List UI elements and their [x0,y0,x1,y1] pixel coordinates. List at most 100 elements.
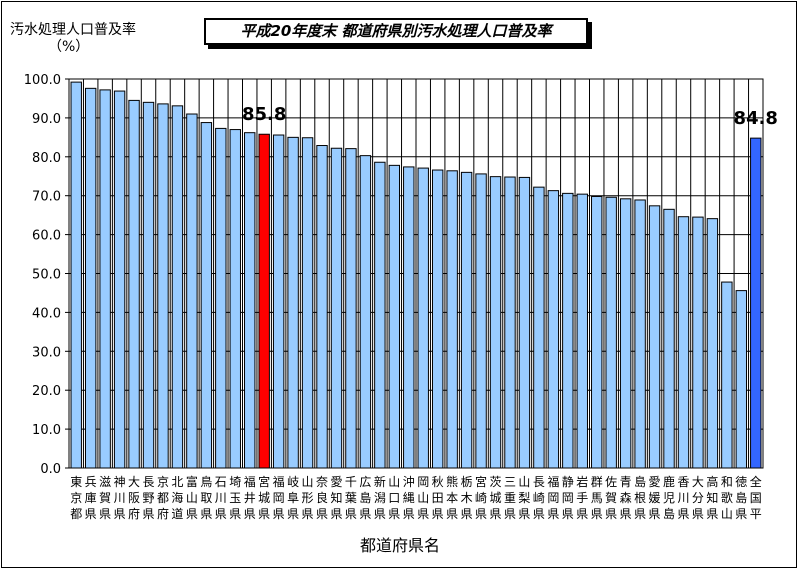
x-tick-label: 三重県 [504,475,516,521]
bar-長崎県 [533,186,545,469]
x-tick-label: 京都府 [157,475,169,521]
x-tick-label: 埼玉県 [229,475,241,521]
bar-全国平均 [750,137,762,469]
bar-千葉県 [345,148,357,469]
x-tick-label: 沖縄県 [403,475,415,521]
x-tick-label: 山形県 [302,475,314,521]
x-tick-label: 兵庫県 [85,475,97,521]
bar-高知県 [706,218,719,469]
bar-滋賀県 [99,89,111,469]
bar-東京都 [70,81,82,469]
y-axis-title: 汚水処理人口普及率 [10,22,136,38]
x-tick-label: 新潟県 [374,474,386,521]
y-tick-label: 20.0 [32,384,61,399]
bar-香川県 [677,216,690,469]
x-tick-label: 茨城県 [490,475,502,521]
x-tick-label: 宮崎県 [475,474,487,521]
x-tick-label: 奈良県 [316,475,328,521]
y-tick-label: 80.0 [32,151,61,166]
x-tick-label: 全国平 [750,474,762,521]
x-tick-label: 岐阜県 [287,475,299,521]
data-label-全国平均: 84.8 [734,108,778,129]
bar-広島県 [359,155,372,469]
bar-静岡県 [562,192,574,469]
x-tick-label: 石川県 [215,475,227,521]
x-tick-label: 大分県 [692,475,704,521]
y-tick-label: 100.0 [24,73,61,88]
y-axis-label: 汚水処理人口普及率 （%） [10,22,136,56]
x-tick-label: 香川県 [677,475,689,521]
bar-和歌山県 [721,281,733,469]
x-tick-label: 青森県 [620,475,632,521]
bar-福井県 [244,132,256,469]
bar-愛媛県 [648,205,661,469]
x-tick-label: 長崎県 [533,475,545,521]
x-tick-label: 山梨県 [518,475,530,521]
x-tick-label: 東京都 [70,475,82,521]
x-tick-label: 富山県 [186,474,198,521]
x-tick-label: 岩手県 [576,474,588,521]
bar-宮崎県 [475,173,487,469]
x-tick-label: 山口県 [388,475,400,521]
bar-福島県 [547,190,560,469]
bar-佐賀県 [605,196,617,469]
bar-富山県 [186,113,198,469]
y-tick-label: 90.0 [32,112,61,127]
data-label-宮城県: 85.8 [242,104,286,125]
bar-岐阜県 [287,136,299,469]
chart-title: 平成20年度末 都道府県別汚水処理人口普及率 [204,18,588,45]
bar-沖縄県 [403,166,415,469]
bar-京都府 [157,103,169,469]
bar-茨城県 [489,176,502,469]
y-tick-label: 30.0 [32,345,61,360]
y-tick-label: 0.0 [40,462,61,477]
bar-島根県 [634,199,646,469]
x-tick-label: 北海道 [171,475,183,521]
x-tick-label: 徳島県 [735,474,747,521]
bar-岡山県 [417,167,429,469]
x-tick-label: 長野県 [143,475,155,521]
bar-宮城県 [258,133,270,469]
x-tick-label: 鹿児島 [663,474,675,521]
x-tick-label: 佐賀県 [605,475,617,521]
x-tick-label: 愛知県 [330,475,342,521]
bar-岩手県 [576,193,588,469]
x-tick-label: 滋賀県 [99,475,111,521]
x-tick-label: 神川県 [114,475,126,521]
x-tick-label: 宮城県 [258,474,270,521]
bar-栃木県 [460,171,473,469]
x-tick-label: 栃木県 [461,475,473,521]
x-tick-label: 和歌山 [721,475,733,521]
bar-熊本県 [446,170,458,469]
x-tick-label: 群馬県 [591,475,603,521]
x-tick-label: 福井県 [244,474,256,521]
bar-青森県 [619,198,632,469]
y-axis-unit: （%） [48,39,90,55]
bar-山形県 [301,137,314,469]
x-axis-label: 都道府県名 [359,536,440,555]
bar-群馬県 [591,195,603,469]
bar-北海道 [171,105,184,469]
bar-石川県 [215,127,227,469]
bar-徳島県 [735,290,748,469]
x-tick-label: 福岡県 [273,474,285,521]
bar-埼玉県 [229,129,241,469]
y-tick-label: 10.0 [32,423,61,438]
x-tick-label: 熊本県 [446,474,458,521]
y-tick-label: 40.0 [32,306,61,321]
bar-長野県 [142,101,155,469]
bar-兵庫県 [84,87,97,469]
bar-新潟県 [374,161,386,469]
x-tick-label: 秋田県 [432,475,444,521]
bar-山口県 [388,164,401,469]
bar-奈良県 [316,145,328,469]
x-tick-label: 静岡県 [562,475,574,521]
bar-大分県 [692,216,704,469]
x-tick-label: 鳥取県 [200,474,212,521]
x-tick-label: 福岡県 [547,474,559,521]
y-tick-label: 50.0 [32,268,61,283]
bar-大阪府 [128,99,140,469]
x-tick-label: 愛媛県 [649,475,661,521]
